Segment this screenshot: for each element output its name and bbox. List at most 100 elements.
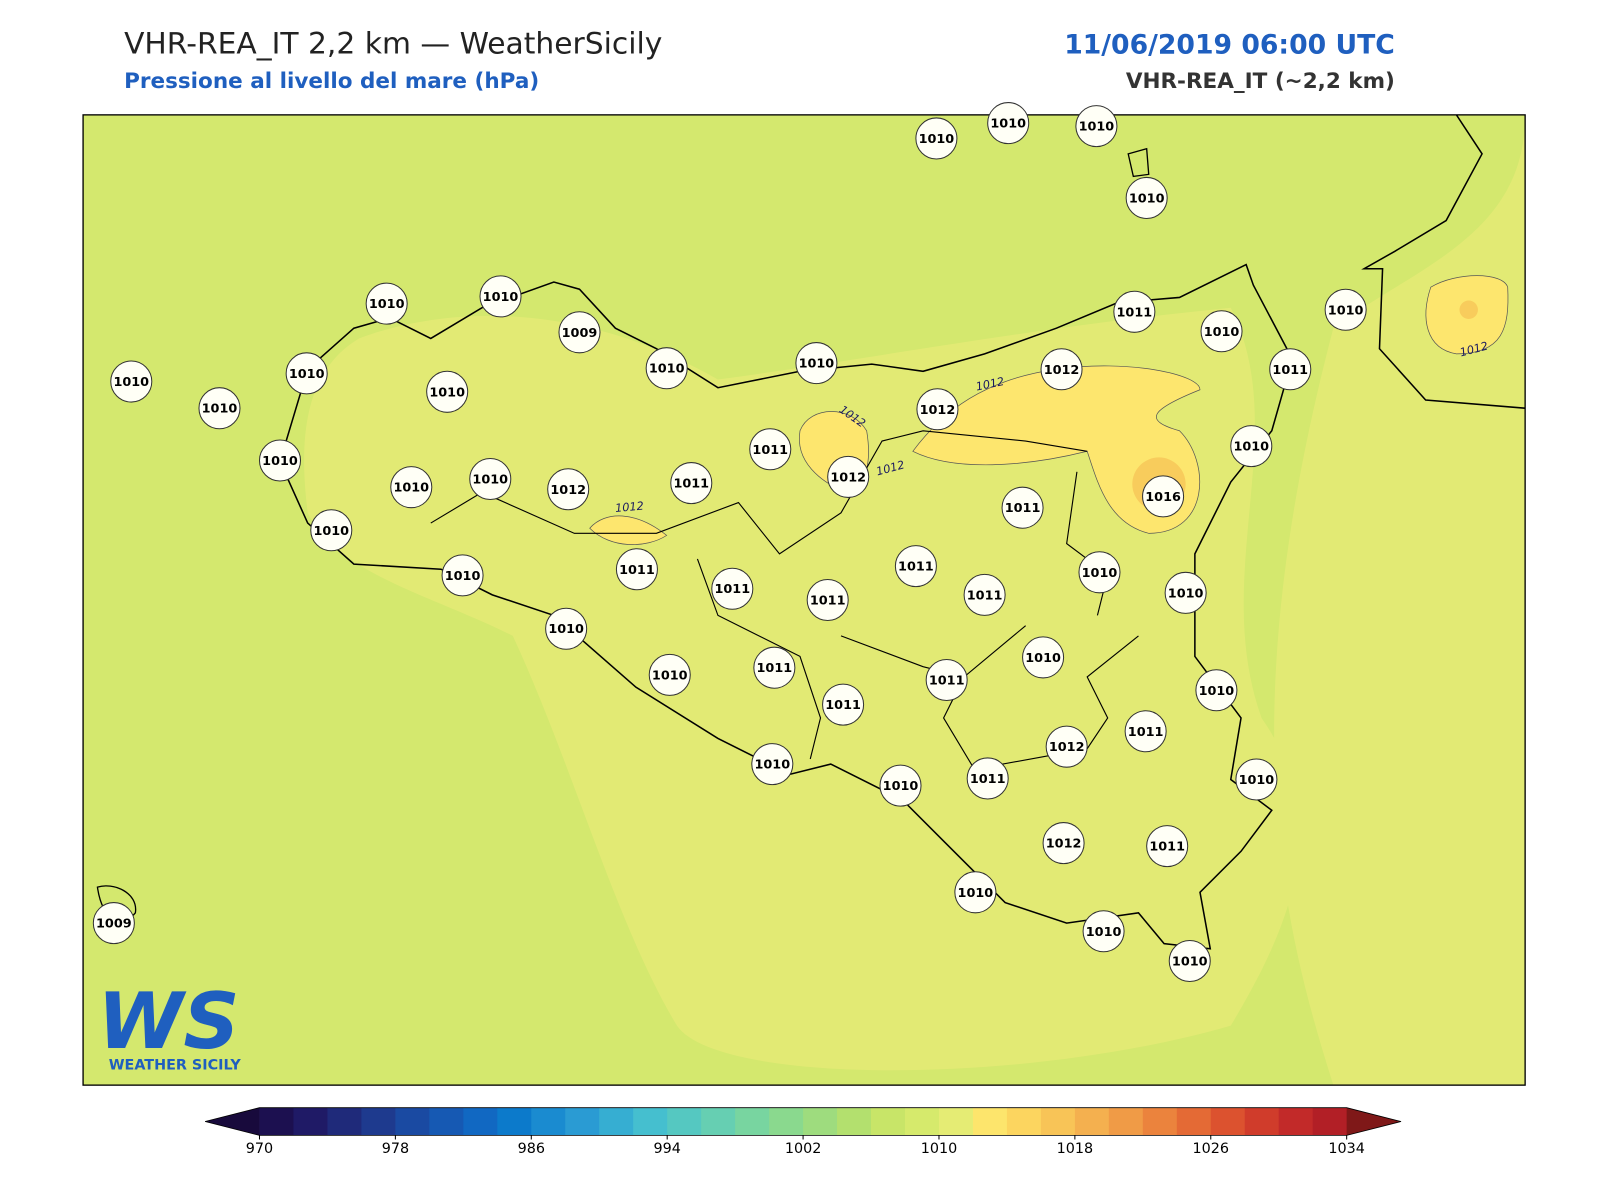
station-value: 1009	[562, 326, 598, 341]
station-marker	[1125, 176, 1168, 219]
station-marker	[645, 347, 688, 390]
colorbar-bin	[259, 1107, 294, 1136]
station-value: 1011	[673, 477, 709, 492]
station: 1011	[749, 428, 792, 471]
station-value: 1010	[1168, 586, 1204, 601]
station-marker	[258, 439, 302, 482]
station-value: 1012	[550, 483, 586, 498]
station: 1010	[365, 282, 408, 325]
station-value: 1011	[1117, 305, 1153, 320]
station: 1011	[1113, 290, 1156, 333]
colorbar-tick-label: 970	[246, 1141, 273, 1157]
station: 1010	[1164, 571, 1207, 614]
station-marker	[545, 607, 588, 650]
station-marker	[198, 387, 241, 430]
station-value: 1010	[799, 357, 835, 372]
colorbar-bin	[1074, 1107, 1110, 1136]
station-value: 1010	[1328, 303, 1364, 318]
station-marker	[310, 509, 353, 552]
station: 1010	[648, 653, 691, 696]
station: 1010	[1195, 669, 1238, 712]
station-value: 1010	[754, 758, 790, 773]
colorbar-bin	[938, 1107, 974, 1136]
station-marker	[1146, 825, 1189, 868]
colorbar-under	[205, 1107, 260, 1136]
station-value: 1011	[757, 661, 793, 676]
station: 1011	[925, 658, 968, 702]
title: VHR-REA_IT 2,2 km — WeatherSicily	[124, 26, 662, 61]
logo-mark: WS	[97, 977, 239, 1067]
station: 1011	[806, 578, 849, 622]
station-value: 1010	[262, 454, 298, 469]
station: 1012	[1045, 725, 1088, 768]
station-value: 1010	[1086, 925, 1122, 940]
station-marker	[1324, 288, 1367, 331]
station-value: 1010	[1025, 651, 1061, 666]
station: 1011	[1269, 348, 1312, 391]
colorbar-bin	[293, 1107, 328, 1136]
station-value: 1011	[1005, 501, 1041, 516]
station-value: 1011	[619, 563, 655, 578]
station: 1010	[1125, 176, 1168, 219]
station-value: 1010	[429, 385, 465, 400]
station-marker	[749, 428, 792, 471]
colorbar-over	[1346, 1107, 1402, 1136]
station: 1012	[827, 455, 870, 498]
station-value: 1010	[548, 622, 584, 637]
station: 1010	[1168, 940, 1211, 983]
station-marker	[365, 282, 408, 325]
station-marker	[925, 658, 968, 702]
station: 1010	[479, 275, 522, 318]
station-marker	[1040, 348, 1083, 391]
station-marker	[1078, 551, 1121, 594]
station: 1016	[1142, 475, 1185, 518]
colorbar-bin	[395, 1107, 430, 1136]
station-marker	[1022, 636, 1065, 679]
station-value: 1016	[1145, 490, 1181, 505]
station: 1011	[822, 683, 865, 726]
station: 1012	[547, 468, 590, 511]
station-marker	[954, 871, 997, 914]
station: 1011	[1124, 710, 1167, 753]
island	[1127, 147, 1150, 178]
station-value: 1011	[714, 582, 750, 597]
station-marker	[1269, 348, 1312, 391]
colorbar-bin	[1278, 1107, 1314, 1136]
station: 1010	[469, 457, 512, 500]
station-marker	[390, 466, 433, 509]
station: 1012	[1042, 822, 1085, 865]
contour-label: 1012	[975, 375, 1006, 394]
station-value: 1011	[810, 594, 846, 609]
station-value: 1010	[1129, 191, 1165, 206]
colorbar-bin	[701, 1107, 736, 1136]
colorbar-tick-label: 1026	[1193, 1141, 1230, 1157]
colorbar-bin	[599, 1107, 634, 1136]
colorbar-tick-label: 1002	[785, 1141, 822, 1157]
station-marker	[285, 352, 328, 395]
station-marker	[1230, 425, 1273, 468]
station-marker	[795, 342, 838, 385]
colorbar-bin	[667, 1107, 702, 1136]
colorbar-bin	[803, 1107, 838, 1136]
station-marker	[916, 388, 959, 431]
station-marker	[615, 548, 658, 591]
station-value: 1012	[1044, 363, 1080, 378]
logo-text: WEATHER SICILY	[109, 1058, 242, 1074]
colorbar-bin	[1108, 1107, 1144, 1136]
station: 1009	[558, 311, 601, 354]
station-marker	[1164, 571, 1207, 614]
station-value: 1011	[1128, 725, 1164, 740]
station-marker	[1200, 310, 1243, 353]
station: 1010	[426, 370, 469, 413]
station-value: 1011	[1272, 363, 1308, 378]
station: 1012	[916, 388, 959, 431]
station-marker	[670, 462, 713, 505]
colorbar-bin	[1312, 1107, 1348, 1136]
station-marker	[1168, 940, 1211, 983]
station: 1010	[1082, 910, 1125, 953]
colorbar-bin	[633, 1107, 668, 1136]
station-marker	[1235, 758, 1278, 801]
station-marker	[806, 578, 849, 622]
station-marker	[987, 102, 1030, 145]
station-marker	[822, 683, 865, 726]
